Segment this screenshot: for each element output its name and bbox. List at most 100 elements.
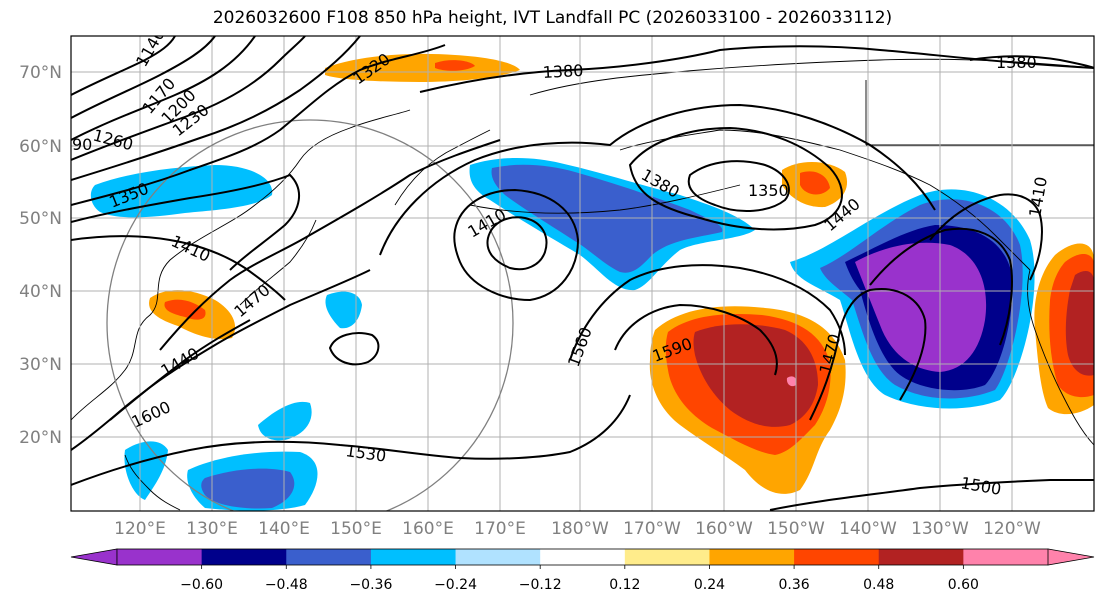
contour-1440-ridge [379, 103, 936, 256]
latitude-label: 30°N [19, 355, 62, 375]
shade-negative-okhotsk [90, 165, 273, 218]
contour-1380-low [486, 216, 548, 271]
contour-label: 1380 [996, 53, 1037, 72]
contour-1410-low [453, 188, 580, 302]
colorbar-swatch [201, 549, 287, 565]
map-content: 1140 1170 1200 1230 1260 90 1320 1380 13… [71, 36, 1094, 511]
latitude-label: 20°N [19, 428, 62, 448]
coast-us-west [1027, 269, 1094, 446]
ivt-shading [90, 53, 1094, 511]
longitude-labels: 120°E 130°E 140°E 150°E 160°E 170°E 180°W 170°W… [114, 519, 1041, 539]
contour-1200 [71, 36, 256, 141]
longitude-label: 130°E [186, 519, 238, 539]
map-title: 2026032600 F108 850 hPa height, IVT Land… [212, 8, 893, 28]
contour-1410-east [929, 193, 1043, 281]
shade-negative-tropics [258, 401, 312, 441]
longitude-label: 160°E [402, 519, 454, 539]
height-contours [71, 36, 1094, 511]
shade-positive-central [693, 324, 818, 427]
shade-positive-bering [800, 171, 830, 195]
colorbar-tick-label: 0.60 [948, 577, 979, 593]
contour-1440-japan [109, 319, 251, 421]
contour-1380-ne [969, 55, 1094, 69]
colorbar-swatch [455, 549, 541, 565]
colorbar-tick-label: −0.60 [180, 577, 223, 593]
contour-1380-bering [628, 126, 843, 231]
latitude-label: 40°N [19, 282, 62, 302]
longitude-label: 170°E [474, 519, 526, 539]
colorbar-swatch [963, 549, 1049, 565]
colorbar-swatch [370, 549, 457, 565]
coast-alaska [619, 129, 1031, 271]
shade-negative-tropics [201, 468, 295, 509]
colorbar-swatch [540, 549, 626, 565]
longitude-label: 160°W [695, 519, 753, 539]
longitude-label: 120°E [114, 519, 166, 539]
colorbar-swatch [286, 549, 372, 565]
contour-1350-west [71, 173, 300, 271]
colorbar-extend-high [1047, 548, 1095, 566]
contour-1170 [71, 36, 216, 119]
colorbar-swatch [117, 549, 203, 565]
contour-1380-north [419, 45, 1094, 93]
shade-positive-arctic [435, 60, 475, 71]
shade-positive-arctic [325, 53, 520, 82]
longitude-label: 170°W [623, 519, 681, 539]
colorbar-tick-label: 0.24 [694, 577, 725, 593]
contour-1440-east [869, 227, 1013, 346]
map-frame [70, 35, 1095, 512]
contour-1530-small [328, 332, 380, 366]
contour-label-group: 1140 1170 1200 1230 1260 90 1320 1380 13… [72, 36, 1051, 499]
colorbar-tick-label: −0.48 [265, 577, 308, 593]
longitude-label: 130°W [911, 519, 969, 539]
colorbar-extend-low [70, 548, 118, 566]
contour-1530 [71, 394, 631, 486]
range-circle [106, 119, 514, 511]
colorbar-tick-label: 0.36 [779, 577, 810, 593]
contour-label: 90 [72, 135, 92, 154]
contour-1410-west [71, 235, 286, 301]
colorbar-tick-label: −0.24 [434, 577, 477, 593]
longitude-label: 120°W [983, 519, 1041, 539]
colorbar-swatch [878, 549, 964, 565]
latitude-label: 50°N [19, 209, 62, 229]
colorbar-swatch [624, 549, 710, 565]
contour-1350-bering [687, 160, 790, 212]
contour-1500-east [769, 479, 1094, 511]
longitude-label: 140°W [839, 519, 897, 539]
coast-kamchatka [394, 129, 491, 206]
contour-1140 [71, 36, 176, 96]
contour-1560 [569, 264, 846, 361]
longitude-label: 180°W [551, 519, 609, 539]
latitude-label: 70°N [19, 63, 62, 83]
gridlines [71, 36, 1094, 511]
latitude-label: 60°N [19, 137, 62, 157]
colorbar-tick-label: 0.48 [863, 577, 894, 593]
coast-canada-border [865, 80, 1094, 146]
colorbar-frame [116, 548, 1049, 566]
contour-label: 1380 [542, 61, 584, 82]
latitude-labels: 70°N 60°N 50°N 40°N 30°N 20°N [19, 63, 62, 448]
contour-1320 [71, 44, 446, 206]
coast-aleutians [469, 184, 741, 214]
contour-1590 [614, 303, 778, 376]
longitude-label: 140°E [258, 519, 310, 539]
longitude-label: 150°W [767, 519, 825, 539]
shade-negative-okhotsk [325, 291, 362, 329]
contour-1470-east [809, 288, 927, 421]
shade-positive-japan [164, 299, 206, 320]
contour-1260 [71, 36, 361, 181]
colorbar-swatch [709, 549, 795, 565]
contour-1470 [159, 139, 501, 351]
contour-1230 [71, 36, 306, 161]
coast-philippines [124, 454, 181, 511]
colorbar-tick-label: −0.12 [519, 577, 562, 593]
contour-label: 1350 [748, 181, 789, 200]
colorbar: −0.60 −0.48 −0.36 −0.24 −0.12 0.12 0.24 0.36 0.4… [70, 548, 1095, 593]
shade-positive-coast [1065, 270, 1094, 376]
shade-positive-central [786, 376, 797, 387]
coast-japan [239, 219, 317, 306]
longitude-label: 150°E [330, 519, 382, 539]
colorbar-tick-label: 0.12 [609, 577, 640, 593]
